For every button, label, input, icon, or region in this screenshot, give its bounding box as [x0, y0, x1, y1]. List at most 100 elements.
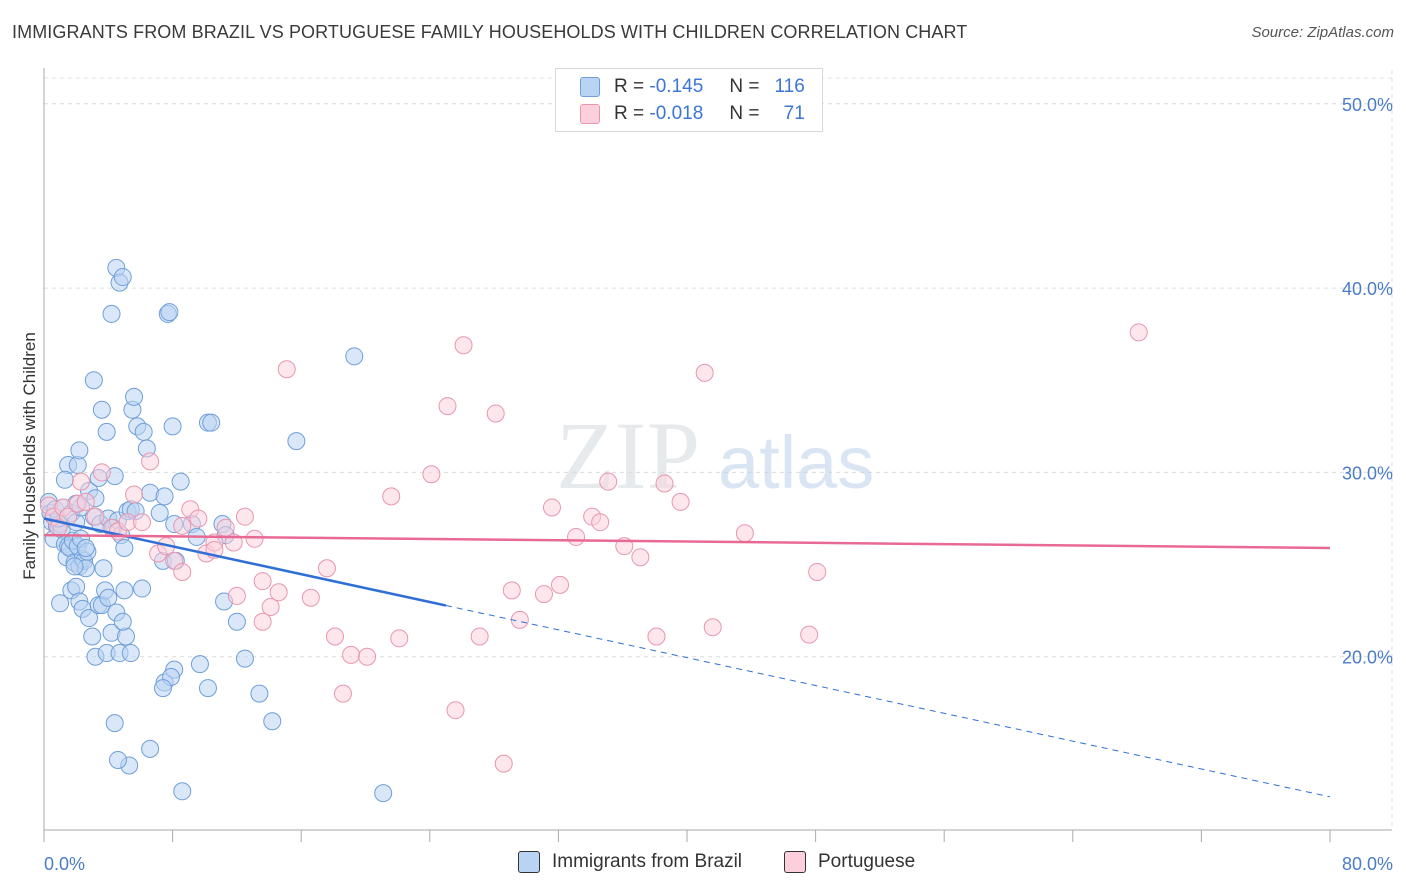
point-brazil [99, 588, 118, 607]
chart-title: IMMIGRANTS FROM BRAZIL VS PORTUGUESE FAM… [12, 22, 968, 42]
trend-line-brazil-extrapolated [445, 604, 1331, 798]
legend-r-value-portuguese: -0.018 [649, 103, 704, 124]
point-portuguese [92, 463, 111, 482]
point-brazil [92, 400, 111, 419]
point-portuguese [245, 529, 264, 548]
point-portuguese [125, 485, 144, 504]
point-portuguese [800, 625, 819, 644]
watermark: ZIP atlas [556, 402, 874, 509]
point-brazil [121, 644, 140, 663]
x-tick-label-max: 80.0% [1342, 854, 1393, 874]
point-portuguese [567, 527, 586, 546]
point-portuguese [542, 498, 561, 517]
y-tick-label: 50.0% [1342, 95, 1393, 115]
point-portuguese [390, 629, 409, 648]
point-brazil [65, 557, 84, 576]
point-brazil [287, 432, 306, 451]
series-legend-brazil[interactable]: Immigrants from Brazil [518, 851, 742, 873]
point-portuguese [695, 363, 714, 382]
point-portuguese [325, 627, 344, 646]
legend-r-label: R = [614, 76, 645, 97]
point-brazil [153, 679, 172, 698]
point-brazil [173, 782, 192, 801]
point-portuguese [494, 754, 513, 773]
series-legend: Immigrants from Brazil Portuguese [0, 851, 1406, 877]
point-portuguese [317, 559, 336, 578]
y-tick-label: 20.0% [1342, 648, 1393, 668]
series-legend-portuguese[interactable]: Portuguese [784, 851, 915, 873]
legend-n-value-brazil: 116 [774, 76, 805, 97]
point-brazil [84, 371, 103, 390]
point-portuguese [71, 472, 90, 491]
point-portuguese [269, 583, 288, 602]
point-brazil [155, 487, 174, 506]
point-portuguese [470, 627, 489, 646]
point-brazil [67, 577, 86, 596]
trend-line-brazil [43, 517, 447, 607]
point-portuguese [133, 513, 152, 532]
trend-lines [43, 517, 1331, 798]
point-portuguese [591, 513, 610, 532]
point-brazil [141, 739, 160, 758]
point-brazil [51, 594, 70, 613]
point-portuguese [446, 701, 465, 720]
point-brazil [94, 559, 113, 578]
point-brazil [80, 609, 99, 628]
point-portuguese [59, 507, 78, 526]
legend-swatch-brazil [580, 77, 600, 97]
point-brazil [83, 627, 102, 646]
stats-legend: R = -0.145 N = 116 R = -0.018 N = 71 [555, 68, 823, 132]
series-legend-swatch-brazil [518, 851, 540, 873]
point-portuguese [486, 404, 505, 423]
point-portuguese [382, 487, 401, 506]
point-portuguese [671, 492, 690, 511]
point-brazil [134, 422, 153, 441]
watermark-atlas: atlas [718, 421, 874, 504]
legend-n-value-portuguese: 71 [783, 103, 805, 124]
x-tick-label-min: 0.0% [44, 854, 85, 874]
point-portuguese [647, 627, 666, 646]
gridlines [44, 70, 1393, 830]
point-brazil [202, 413, 221, 432]
point-portuguese [599, 472, 618, 491]
point-brazil [55, 470, 74, 489]
axes [43, 68, 1392, 842]
point-portuguese [141, 452, 160, 471]
point-portuguese [173, 516, 192, 535]
tick-labels: 20.0% 30.0% 40.0% 50.0% 0.0% 80.0% [44, 95, 1393, 874]
point-portuguese [76, 492, 95, 511]
point-brazil [263, 712, 282, 731]
point-portuguese [173, 562, 192, 581]
point-brazil [133, 579, 152, 598]
point-brazil [102, 304, 121, 323]
legend-r-value-brazil: -0.145 [649, 76, 704, 97]
legend-n-label: N = [729, 76, 760, 97]
y-tick-label: 40.0% [1342, 279, 1393, 299]
point-portuguese [235, 507, 254, 526]
point-portuguese [301, 588, 320, 607]
point-brazil [115, 581, 134, 600]
point-portuguese [454, 336, 473, 355]
point-brazil [125, 387, 144, 406]
legend-n-label: N = [729, 103, 760, 124]
point-brazil [250, 684, 269, 703]
legend-row-brazil: R = -0.145 N = 116 [580, 75, 805, 99]
y-axis-label: Family Households with Children [20, 332, 39, 580]
point-portuguese [227, 586, 246, 605]
y-tick-label: 30.0% [1342, 463, 1393, 483]
point-brazil [345, 347, 364, 366]
point-brazil [116, 627, 135, 646]
point-brazil [150, 503, 169, 522]
point-portuguese [277, 360, 296, 379]
legend-swatch-portuguese [580, 104, 600, 124]
point-brazil [163, 417, 182, 436]
point-brazil [198, 679, 217, 698]
point-brazil [171, 472, 190, 491]
point-portuguese [333, 684, 352, 703]
point-portuguese [86, 507, 105, 526]
point-brazil [227, 612, 246, 631]
point-portuguese [422, 465, 441, 484]
point-brazil [108, 750, 127, 769]
point-portuguese [342, 645, 361, 664]
